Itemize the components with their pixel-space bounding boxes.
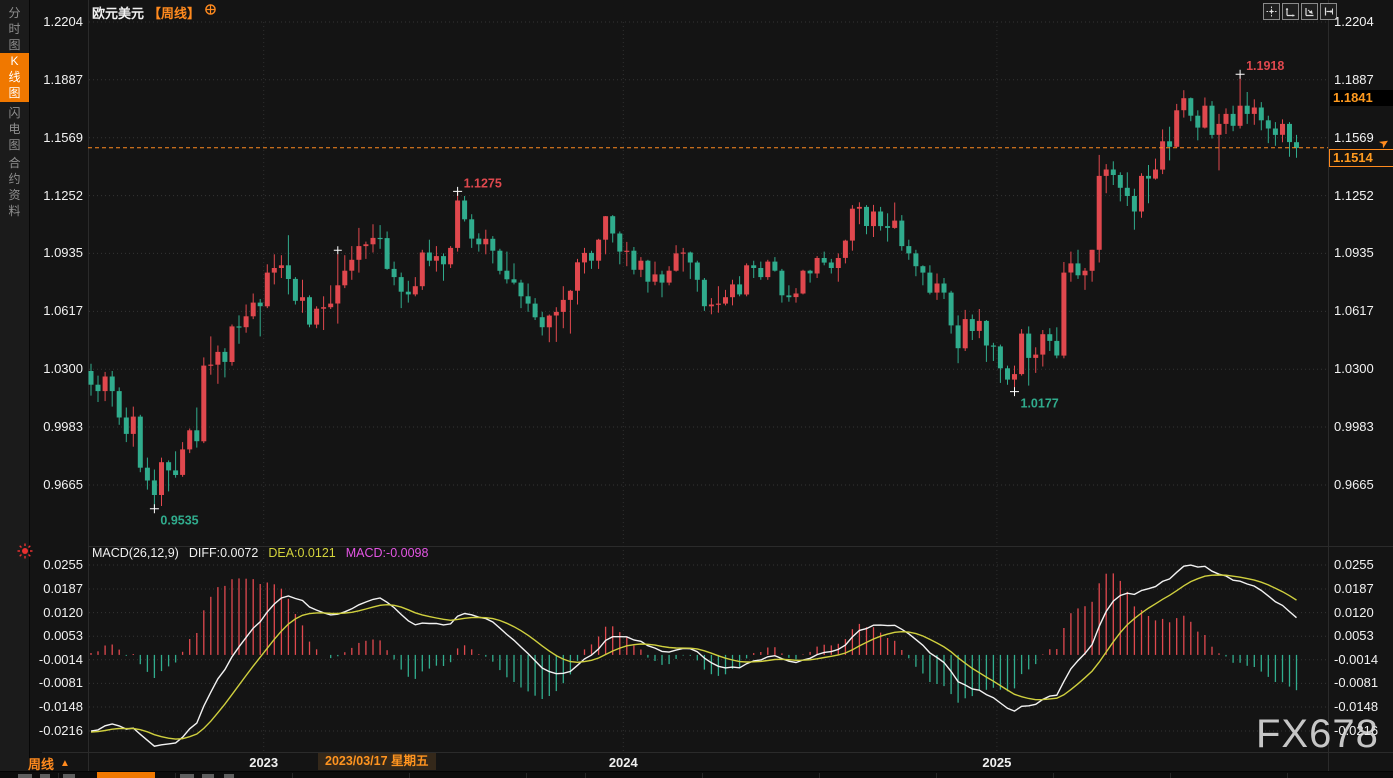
price-axis-left: 1.2204 1.1887 1.1569 1.1252 1.0935 1.0617 1.03…	[34, 0, 85, 778]
reference-price-badge: 1.1841	[1330, 90, 1393, 107]
axis-tick-label: -0.0014	[38, 651, 83, 667]
sidebar: 分时图 K线图 闪电图 合约资料	[0, 0, 30, 778]
bottom-tab-active-clipped[interactable]	[97, 772, 155, 778]
chart-toolbar	[1263, 3, 1337, 20]
macd-value: MACD:-0.0098	[345, 546, 429, 560]
instrument-name: 欧元美元	[92, 5, 145, 21]
axis-tick-label: 0.9983	[43, 419, 83, 434]
axis-tick-label: 1.1887	[43, 71, 83, 87]
axis-tick-label: 1.1887	[1334, 71, 1374, 87]
axis-tick-label: 0.0255	[43, 557, 83, 572]
go-to-latest-button[interactable]	[1320, 3, 1337, 20]
axis-tick-label: 0.9983	[1334, 419, 1374, 434]
chart-plot-area[interactable]	[88, 22, 1328, 752]
sidebar-tab-label: 闪电图	[8, 106, 21, 152]
axis-tick-label: -0.0081	[1334, 675, 1379, 691]
chart-title: 欧元美元 【周线】	[92, 3, 217, 21]
time-axis: 周线 ▲ 2023 2024 2025 2023/03/17 星期五	[0, 752, 1393, 773]
axis-tick-label: 1.2204	[1334, 14, 1374, 29]
axis-tick-label: 1.0935	[1334, 245, 1374, 261]
selected-date-badge: 2023/03/17 星期五	[318, 753, 436, 770]
axis-tick-label: 1.1569	[1334, 129, 1374, 145]
axis-tick-label: 0.0053	[43, 628, 83, 644]
axis-tick-label: 0.0187	[1334, 581, 1374, 596]
axis-tick-label: 0.0120	[1334, 604, 1374, 620]
axis-tick-label: -0.0216	[1334, 723, 1379, 738]
current-price-badge: 1.1514	[1329, 148, 1393, 167]
price-axis-right: 1.2204 1.1887 1.1569 1.1252 1.0935 1.0617 1.03…	[1332, 0, 1392, 778]
sidebar-tab-kline-chart[interactable]: K线图	[0, 53, 29, 102]
axis-tick-label: 0.9665	[1334, 477, 1374, 492]
axis-tick-label: 1.0617	[43, 303, 83, 319]
axis-tick-label: 1.2204	[43, 14, 83, 29]
axis-tick-label: -0.0148	[1334, 699, 1379, 714]
sidebar-tab-label: K线图	[8, 54, 21, 100]
axis-tick-label: 1.0300	[1334, 361, 1374, 377]
year-label: 2025	[982, 755, 1012, 770]
axis-tick-label: 1.1252	[43, 187, 83, 203]
axis-tick-label: 1.1569	[43, 129, 83, 145]
chevron-up-icon: ▲	[60, 758, 70, 769]
axis-tick-label: 0.0120	[43, 604, 83, 620]
axis-tick-label: -0.0081	[38, 675, 83, 691]
sidebar-tab-label: 合约资料	[8, 156, 21, 218]
pan-crosshair-button[interactable]	[1263, 3, 1280, 20]
axis-tick-label: -0.0148	[38, 699, 83, 714]
macd-name: MACD(26,12,9)	[92, 546, 179, 560]
axis-tick-label: -0.0216	[38, 723, 83, 738]
timeframe-label: 周线	[28, 757, 55, 772]
axis-tick-label: 1.0617	[1334, 303, 1374, 319]
timeframe-selector[interactable]: 周线 ▲	[28, 754, 70, 773]
fit-axes-button[interactable]	[1282, 3, 1299, 20]
axis-tick-label: 0.0053	[1334, 628, 1374, 644]
macd-dea-value: DEA:0.0121	[268, 546, 336, 560]
axis-tick-label: 0.0187	[43, 581, 83, 596]
axis-tick-label: 1.0935	[43, 245, 83, 261]
axis-tick-label: 0.9665	[43, 477, 83, 492]
fit-price-axis-button[interactable]	[1301, 3, 1318, 20]
axis-tick-label: 1.1252	[1334, 187, 1374, 203]
sidebar-tab-label: 分时图	[8, 6, 21, 52]
year-label: 2023	[249, 755, 279, 770]
sidebar-tab-flash-chart[interactable]: 闪电图	[0, 105, 29, 153]
live-indicator-icon	[16, 542, 34, 565]
chart-settings-icon[interactable]	[204, 3, 217, 21]
axis-tick-label: 1.0300	[43, 361, 83, 377]
period-label: 【周线】	[148, 5, 201, 21]
watermark: FX678	[1256, 712, 1379, 756]
axis-tick-label: -0.0014	[1334, 651, 1379, 667]
macd-indicator-labels: MACD(26,12,9) DIFF:0.0072 DEA:0.0121 MAC…	[92, 546, 428, 560]
macd-diff-value: DIFF:0.0072	[188, 546, 259, 560]
year-label: 2024	[608, 755, 638, 770]
bottom-toolbar-clipped	[0, 771, 1393, 778]
axis-tick-label: 0.0255	[1334, 557, 1374, 572]
sidebar-tab-contract-info[interactable]: 合约资料	[0, 155, 29, 219]
sidebar-tab-time-chart[interactable]: 分时图	[0, 5, 29, 52]
